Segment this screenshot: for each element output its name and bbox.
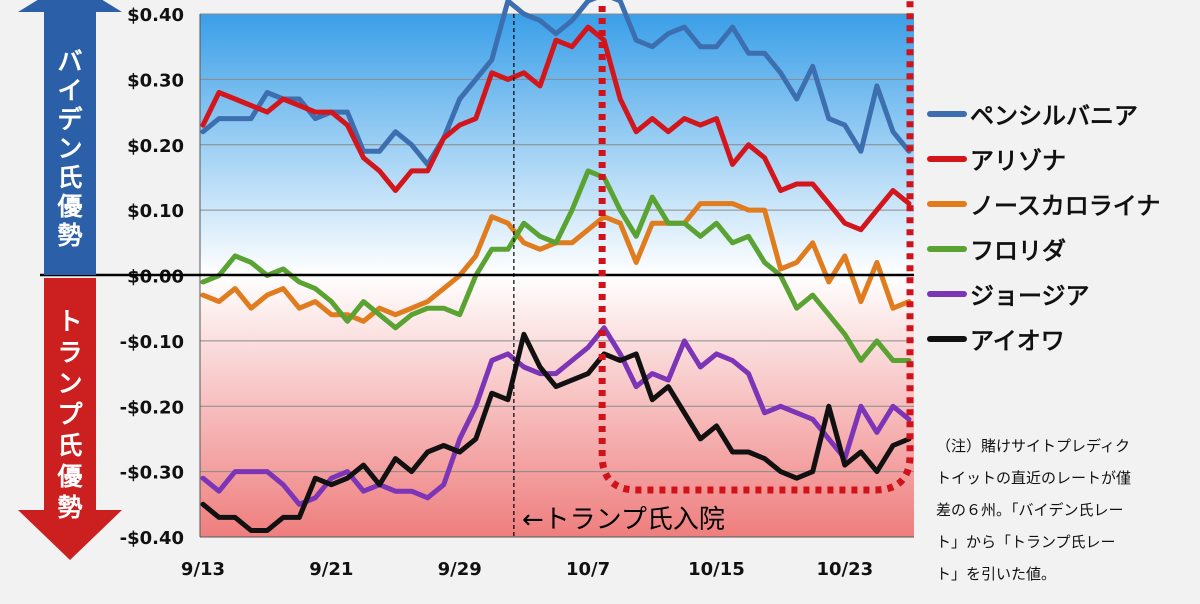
- vertical-label-char: 氏: [57, 163, 82, 192]
- legend-label: フロリダ: [970, 237, 1066, 265]
- series-line: [200, 24, 912, 233]
- vertical-label-char: ラ: [57, 338, 82, 367]
- y-tick-label: -$0.40: [120, 528, 184, 549]
- y-tick-label: $0.00: [127, 267, 184, 288]
- biden-advantage-label: バイデン氏優勢: [56, 47, 83, 250]
- vertical-label-char: 氏: [57, 431, 82, 460]
- vertical-label-char: 優: [56, 192, 83, 221]
- y-tick-label: $0.30: [127, 70, 184, 91]
- trump-arrow: [18, 278, 122, 560]
- legend-label: ジョージア: [970, 282, 1090, 310]
- vertical-label-char: プ: [57, 400, 83, 429]
- vertical-label-char: イ: [57, 76, 82, 105]
- vertical-label-char: ト: [57, 307, 82, 336]
- x-tick-label: 9/13: [181, 559, 225, 580]
- series-line: [200, 168, 912, 363]
- x-tick-label: 9/29: [438, 559, 482, 580]
- vertical-label-char: バ: [57, 47, 82, 76]
- series-line: [200, 325, 912, 507]
- x-tick-label: 10/23: [816, 559, 873, 580]
- event-label: ←トランプ氏入院: [522, 505, 725, 535]
- x-tick-label: 10/7: [566, 559, 610, 580]
- vertical-label-char: 勢: [57, 493, 82, 522]
- series-line: [200, 331, 912, 533]
- x-tick-label: 10/15: [688, 559, 745, 580]
- vertical-label-char: 優: [56, 462, 83, 491]
- x-axis-ticks: 9/13 9/21 9/29 10/7 10/15 10/23: [181, 559, 873, 580]
- y-tick-label: $0.40: [127, 5, 184, 26]
- vertical-label-char: ン: [57, 369, 82, 398]
- y-tick-label: -$0.30: [120, 463, 184, 484]
- y-tick-label: -$0.10: [120, 332, 184, 353]
- x-tick-label: 9/21: [309, 559, 353, 580]
- legend-label: アリゾナ: [970, 147, 1066, 175]
- legend-label: ペンシルバニア: [970, 102, 1138, 130]
- series-lines: [200, 0, 912, 533]
- y-tick-label: -$0.20: [120, 397, 184, 418]
- legend-label: アイオワ: [970, 327, 1065, 355]
- y-tick-label: $0.10: [127, 201, 184, 222]
- vertical-label-char: ン: [57, 134, 82, 163]
- trump-advantage-label: トランプ氏優勢: [56, 307, 83, 522]
- y-axis-ticks: $0.40 $0.30 $0.20 $0.10 $0.00 -$0.10 -$0.20 -$0…: [120, 5, 184, 549]
- footnote: （注）賭けサイトプレディク トイットの直近のレートが僅 差の６州。「バイデン氏レ…: [936, 437, 1132, 583]
- legend-label: ノースカロライナ: [970, 192, 1160, 220]
- biden-arrow: [18, 0, 122, 275]
- highlight-box: [598, 0, 914, 494]
- vertical-label-char: デ: [57, 105, 83, 134]
- series-line: [200, 0, 912, 167]
- y-tick-label: $0.20: [127, 136, 184, 157]
- vertical-label-char: 勢: [57, 221, 82, 250]
